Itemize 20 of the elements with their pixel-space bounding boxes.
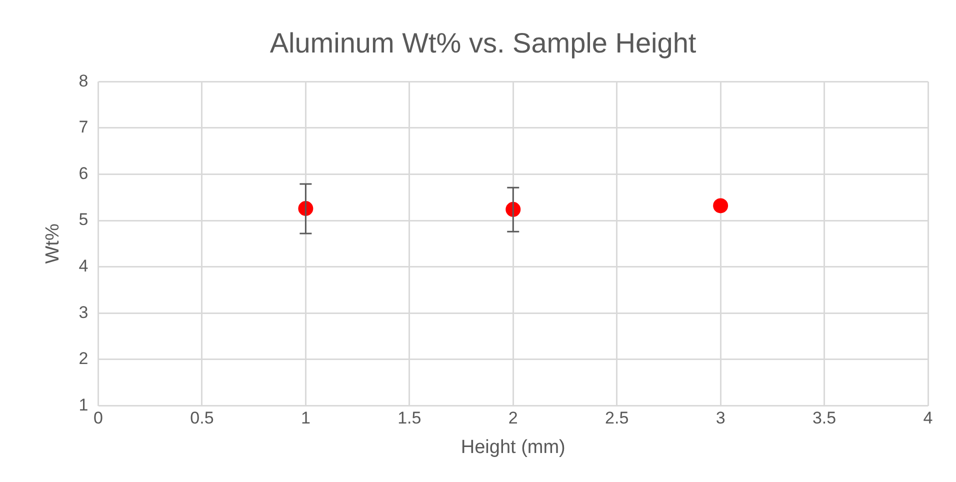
x-axis-title: Height (mm) [460, 436, 566, 458]
x-tick-label: 1 [300, 408, 310, 428]
x-tick-label: 2.5 [605, 408, 629, 428]
y-tick-label: 4 [78, 256, 88, 276]
x-tick-label: 3 [716, 408, 726, 428]
x-tick-label: 3.5 [812, 408, 836, 428]
x-tick-label: 4 [923, 408, 933, 428]
x-tick-label: 2 [508, 408, 518, 428]
y-tick-label: 5 [78, 210, 88, 230]
y-axis-title: Wt% [42, 224, 64, 264]
y-tick-label: 1 [78, 395, 88, 414]
y-tick-label: 2 [78, 349, 88, 368]
y-tick-label: 3 [78, 302, 88, 322]
x-tick-label: 1.5 [398, 408, 422, 428]
y-tick-label: 6 [78, 164, 88, 183]
y-tick-label: 8 [78, 71, 88, 90]
x-tick-label: 0.5 [190, 408, 214, 428]
chart-title: Aluminum Wt% vs. Sample Height [270, 28, 696, 59]
y-tick-label: 7 [78, 118, 88, 137]
x-tick-label: 0 [94, 408, 103, 428]
